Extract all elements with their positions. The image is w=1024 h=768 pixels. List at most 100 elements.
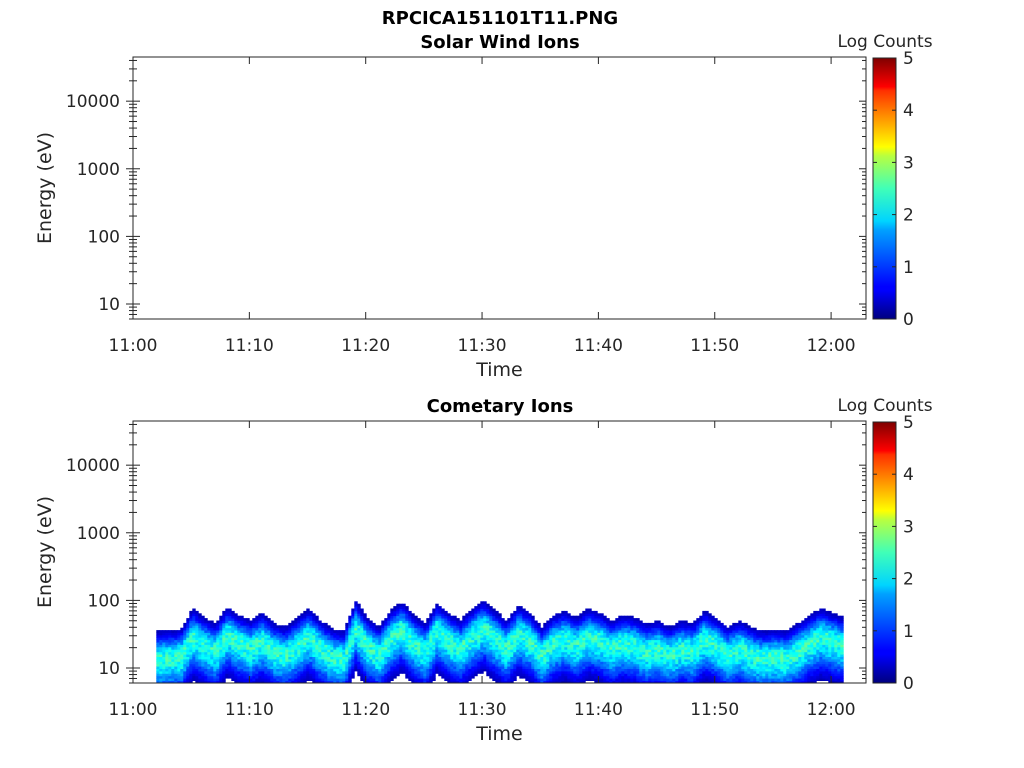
heat-cell [384, 637, 388, 641]
heat-cell [297, 618, 301, 621]
heat-cell [558, 642, 562, 645]
heat-cell [375, 632, 379, 636]
heat-cell [564, 668, 568, 672]
heat-cell [372, 656, 376, 660]
heat-cell [408, 659, 412, 662]
heat-cell [591, 644, 595, 648]
heat-cell [378, 680, 382, 684]
heat-cell [495, 639, 499, 643]
heat-cell [207, 637, 211, 641]
heat-cell [405, 646, 409, 650]
heat-cell [492, 659, 496, 662]
heat-cell [294, 622, 298, 626]
heat-cell [549, 678, 553, 681]
heat-cell [684, 666, 688, 669]
heat-cell [273, 671, 277, 674]
heat-cell [240, 675, 244, 679]
heat-cell [591, 646, 595, 650]
heat-cell [402, 634, 406, 638]
heat-cell [636, 654, 640, 657]
heat-cell [654, 644, 658, 648]
heat-cell [513, 678, 517, 681]
heat-cell [171, 673, 175, 677]
heat-cell [204, 656, 208, 660]
heat-cell [384, 680, 388, 684]
heat-cell [393, 618, 397, 621]
heat-cell [306, 642, 310, 645]
heat-cell [546, 646, 550, 650]
heat-cell [564, 622, 568, 626]
heat-cell [360, 625, 364, 629]
heat-cell [618, 680, 622, 684]
heat-cell [360, 639, 364, 643]
heat-cell [306, 634, 310, 638]
heat-cell [165, 634, 169, 638]
heat-cell [183, 663, 187, 667]
heat-cell [447, 637, 451, 641]
heat-cell [630, 642, 634, 645]
heat-cell [267, 622, 271, 626]
heat-cell [336, 654, 340, 657]
heat-cell [351, 622, 355, 626]
heat-cell [312, 668, 316, 672]
heat-cell [666, 630, 670, 633]
heat-cell [306, 630, 310, 633]
heat-cell [513, 651, 517, 655]
heat-cell [585, 618, 589, 621]
heat-cell [246, 651, 250, 655]
heat-cell [240, 663, 244, 667]
heat-cell [222, 613, 226, 617]
heat-cell [453, 659, 457, 662]
heat-cell [669, 654, 673, 657]
heat-cell [666, 637, 670, 641]
heat-cell [156, 651, 160, 655]
heat-cell [444, 613, 448, 617]
heat-cell [162, 644, 166, 648]
heat-cell [393, 622, 397, 626]
heat-cell [168, 637, 172, 641]
heat-cell [420, 671, 424, 674]
heat-cell [240, 644, 244, 648]
heat-cell [348, 678, 352, 681]
heat-cell [525, 661, 529, 665]
heat-cell [552, 675, 556, 679]
heat-cell [450, 625, 454, 629]
heat-cell [372, 659, 376, 662]
heat-cell [543, 678, 547, 681]
heat-cell [600, 630, 604, 633]
heat-cell [171, 661, 175, 665]
heat-cell [282, 678, 286, 681]
heat-cell [549, 639, 553, 643]
heat-cell [525, 646, 529, 650]
heat-cell [423, 673, 427, 677]
heat-cell [285, 673, 289, 677]
heat-cell [399, 656, 403, 660]
heat-cell [522, 637, 526, 641]
heat-cell [204, 666, 208, 669]
heat-cell [522, 634, 526, 638]
heat-cell [663, 642, 667, 645]
heat-cell [606, 630, 610, 633]
heat-cell [591, 622, 595, 626]
heat-cell [222, 656, 226, 660]
heat-cell [237, 666, 241, 669]
heat-cell [618, 659, 622, 662]
heat-cell [378, 663, 382, 667]
heat-cell [429, 630, 433, 633]
heat-cell [531, 663, 535, 667]
heat-cell [216, 673, 220, 677]
heat-cell [579, 627, 583, 631]
heat-cell [480, 632, 484, 636]
heat-cell [441, 620, 445, 624]
heat-cell [534, 654, 538, 657]
heat-cell [261, 632, 265, 636]
heat-cell [192, 627, 196, 631]
heat-cell [552, 622, 556, 626]
heat-cell [243, 651, 247, 655]
heat-cell [594, 668, 598, 672]
heat-cell [573, 644, 577, 648]
heat-cell [561, 656, 565, 660]
heat-cell [231, 646, 235, 650]
heat-cell [408, 632, 412, 636]
heat-cell [399, 632, 403, 636]
